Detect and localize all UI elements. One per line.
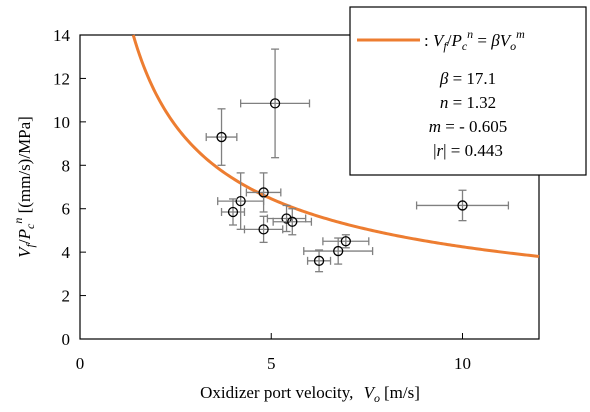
legend-r: |r| = 0.443	[433, 141, 503, 160]
data-point	[218, 173, 264, 229]
x-tick-label: 5	[267, 354, 276, 373]
y-tick-label: 0	[62, 330, 71, 349]
x-tick-label: 0	[76, 354, 85, 373]
legend-eq-sub-c: c	[462, 39, 468, 53]
legend-beta-val: = 17.1	[448, 69, 496, 88]
y-axis-pc: P	[15, 229, 34, 240]
x-axis-title-text: Oxidizer port velocity,	[200, 383, 353, 402]
legend-n-val: = 1.32	[448, 93, 496, 112]
x-axis-unit: [m/s]	[384, 383, 420, 402]
y-tick-label: 10	[53, 113, 70, 132]
legend-m-sym: m	[429, 117, 441, 136]
y-tick-label: 14	[53, 26, 71, 45]
legend-eq-equals: =	[473, 31, 491, 50]
y-tick-label: 6	[62, 200, 71, 219]
data-point	[241, 49, 310, 158]
data-point	[308, 250, 331, 272]
legend-m-val: = - 0.605	[441, 117, 507, 136]
legend-equation: : Vf/Pcn = βVom	[424, 27, 525, 53]
legend-n: n = 1.32	[440, 93, 496, 112]
legend-eq-prefix: :	[424, 31, 433, 50]
y-axis-unit: [(mm/s)/MPa]	[15, 116, 34, 218]
data-point	[206, 109, 237, 165]
y-axis-title: Vf/Pcn [(mm/s)/MPa]	[11, 116, 37, 258]
legend-eq-sup-m: m	[516, 27, 525, 41]
legend-r-val: | = 0.443	[443, 141, 503, 160]
legend-eq-sub-o: o	[510, 39, 516, 53]
y-tick-label: 12	[53, 69, 70, 88]
data-point	[244, 216, 282, 242]
y-tick-label: 8	[62, 156, 71, 175]
data-point	[246, 173, 280, 212]
x-axis-subscript: o	[374, 391, 380, 405]
y-axis-sub-c: c	[23, 223, 37, 229]
y-tick-label: 2	[62, 287, 71, 306]
x-tick-label: 10	[454, 354, 471, 373]
legend-beta: β = 17.1	[439, 69, 496, 88]
legend-eq-pc: P	[450, 31, 461, 50]
data-point	[417, 190, 509, 220]
x-axis-title: Oxidizer port velocity, Vo [m/s]	[200, 383, 420, 405]
legend-m: m = - 0.605	[429, 117, 508, 136]
legend-n-sym: n	[440, 93, 449, 112]
y-tick-label: 4	[62, 243, 71, 262]
legend: : Vf/Pcn = βVom β = 17.1 n = 1.32 m = - …	[350, 7, 586, 175]
data-point	[323, 235, 369, 248]
